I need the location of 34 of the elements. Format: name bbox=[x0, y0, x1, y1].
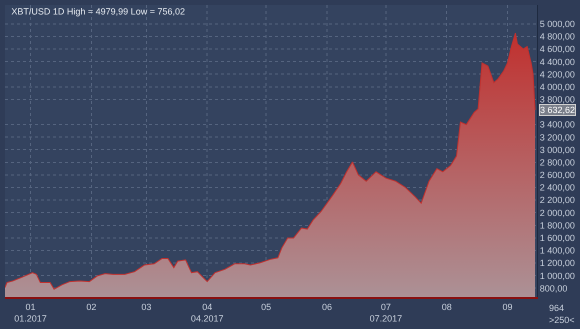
y-tick-label: 2 000,00 bbox=[540, 208, 575, 218]
y-tick-label: 3 200,00 bbox=[540, 132, 575, 142]
y-tick-label: 1 600,00 bbox=[540, 232, 575, 243]
x-tick-label: 03 bbox=[141, 302, 152, 312]
y-tick-label: 2 400,00 bbox=[540, 182, 575, 193]
y-tick-label: 4 600,00 bbox=[540, 44, 575, 54]
y-tick-label: 2 800,00 bbox=[540, 157, 575, 168]
y-tick-label: 1 200,00 bbox=[540, 258, 575, 268]
y-tick-label: 5 000,00 bbox=[540, 19, 575, 30]
annotation: 3 632,62 bbox=[540, 105, 576, 115]
y-tick-label: 2 600,00 bbox=[540, 170, 575, 180]
y-tick-label: 3 000,00 bbox=[540, 144, 575, 155]
x-tick-label: 01 01.2017 bbox=[14, 302, 47, 324]
x-tick-label: 08 bbox=[442, 302, 452, 312]
y-tick-label: 4 800,00 bbox=[540, 32, 575, 42]
text: 964 bbox=[549, 303, 564, 313]
y-tick-label: 3 800,00 bbox=[540, 94, 575, 105]
x-tick-label: 06 bbox=[322, 302, 332, 312]
y-tick-label: 3 400,00 bbox=[540, 120, 575, 130]
x-tick-label: 05 bbox=[261, 302, 272, 312]
x-tick-label: 09 bbox=[502, 302, 513, 312]
x-tick-label: 04 04.2017 bbox=[190, 302, 224, 324]
y-tick-label: 4 000,00 bbox=[540, 82, 575, 92]
y-tick-label: 1 400,00 bbox=[540, 246, 575, 256]
chart-title: XBT/USD 1D High = 4979,99 Low = 756,02 bbox=[11, 6, 185, 17]
text: >250< bbox=[549, 315, 575, 325]
y-tick-label: 4 400,00 bbox=[540, 56, 575, 67]
x-tick-label: 07 07.2017 bbox=[370, 302, 402, 324]
y-tick-label: 1 800,00 bbox=[540, 220, 575, 230]
y-tick-label: 4 200,00 bbox=[540, 69, 575, 80]
y-tick-label: 800,00 bbox=[540, 283, 568, 294]
y-tick-label: 2 200,00 bbox=[540, 195, 575, 206]
y-tick-label: 1 000,00 bbox=[540, 270, 575, 281]
x-tick-label: 02 bbox=[86, 302, 96, 312]
